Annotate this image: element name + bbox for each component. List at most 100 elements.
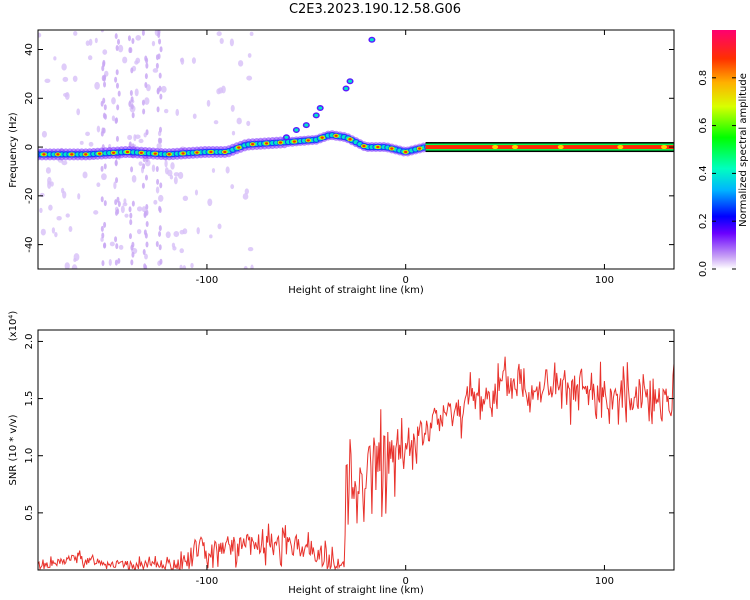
spectrogram-speckle xyxy=(56,215,62,221)
spectrogram-streak xyxy=(143,263,147,269)
spectrogram-speckle xyxy=(85,40,90,46)
spectrogram-speckle xyxy=(225,166,230,174)
spectrogram-ytick-label: 20 xyxy=(24,92,35,105)
spectrogram-streak xyxy=(158,244,162,251)
spectrogram-xlabel: Height of straight line (km) xyxy=(288,285,424,296)
spectrogram-speckle xyxy=(113,181,117,190)
spectrogram-speckle xyxy=(179,248,184,254)
spectrogram-peak xyxy=(181,152,185,155)
spectrogram-speckle xyxy=(62,76,69,82)
spectrogram-streak xyxy=(142,163,146,170)
colorbar-tick-label: 0.8 xyxy=(698,70,709,86)
spectrogram-speckle xyxy=(134,88,139,97)
colorbar-tick-label: 0.2 xyxy=(698,213,709,229)
spectrogram-streak xyxy=(103,242,107,249)
spectrogram-speckle xyxy=(156,143,162,149)
snr-xtick-label: -100 xyxy=(196,576,219,587)
spectrogram-speckle xyxy=(169,174,174,180)
spectrogram-streak xyxy=(100,130,104,137)
spectrogram-peak xyxy=(306,139,310,142)
spectrogram-streak xyxy=(141,30,145,36)
spectrogram-speckle xyxy=(165,231,171,239)
spectrogram-speckle xyxy=(141,206,147,213)
spectrogram-speckle xyxy=(71,264,78,269)
spectrogram-streak xyxy=(103,163,107,170)
spectrogram-ticks: -100 0 100 40 20 0 -20 -40 xyxy=(24,30,674,286)
spectrogram-speckle xyxy=(111,115,116,122)
spectrogram-streak xyxy=(115,82,119,89)
spectrogram-speckle xyxy=(247,53,252,58)
spectrogram-streak xyxy=(143,229,147,236)
spectrogram-speckle xyxy=(96,182,101,188)
spectrogram-peak xyxy=(292,140,296,143)
spectrogram-ytick-label: 40 xyxy=(24,43,35,56)
spectrogram-streak xyxy=(129,212,133,219)
spectrogram-speckle xyxy=(136,228,142,235)
spectrogram-speckle xyxy=(238,60,244,67)
spectrogram-branch-core xyxy=(284,135,289,139)
spectrogram-streak xyxy=(100,196,104,203)
spectrogram-speckle xyxy=(38,32,42,38)
spectrogram-speckle xyxy=(45,167,51,174)
spectrogram-peak xyxy=(209,150,213,154)
colorbar-gradient xyxy=(712,30,736,269)
spectrogram-streak xyxy=(103,81,107,88)
spectrogram-speckle xyxy=(87,55,93,61)
spectrogram-speckle xyxy=(151,40,156,47)
spectrogram-streak xyxy=(159,46,163,53)
spectrogram-streak xyxy=(117,257,121,264)
spectrogram-streak xyxy=(128,233,132,240)
snr-ytick-label: 1.5 xyxy=(24,391,35,407)
spectrogram-speckle xyxy=(236,117,242,125)
spectrogram-speckle xyxy=(72,75,78,82)
spectrogram-speckle xyxy=(109,241,115,247)
spectrogram-speckle xyxy=(44,78,51,84)
spectrogram-streak xyxy=(131,112,135,119)
spectrogram-speckle xyxy=(158,194,164,202)
spectrogram-peak xyxy=(334,134,338,137)
spectrogram-speckle xyxy=(48,204,53,211)
spectrogram-streak xyxy=(142,248,146,255)
spectrogram-streak xyxy=(129,47,133,54)
spectrogram-speckle xyxy=(173,230,180,238)
spectrogram-peak xyxy=(84,153,88,156)
spectrogram-peak xyxy=(223,150,227,154)
spectrogram-streak xyxy=(117,38,121,45)
colorbar-tick-label: 0.0 xyxy=(698,261,709,277)
spectrogram-speckle xyxy=(61,63,67,71)
spectrogram-streak xyxy=(130,259,134,266)
spectrogram-streak xyxy=(129,89,133,96)
spectrogram-speckle xyxy=(144,253,148,260)
spectrogram-speckle xyxy=(167,169,173,177)
spectrogram-streak xyxy=(116,104,120,111)
spectrogram-streak xyxy=(101,75,105,82)
spectrogram-speckle xyxy=(93,210,99,215)
colorbar-label: Normalized spectral amplitude xyxy=(738,73,749,227)
spectrogram-peak xyxy=(70,153,74,156)
spectrogram-speckle xyxy=(209,234,213,239)
spectrogram-streak xyxy=(101,260,105,267)
spectrogram-speckle xyxy=(122,202,128,207)
spectrogram-speckle xyxy=(77,193,81,200)
colorbar-tick-label: 0.4 xyxy=(698,165,709,181)
spectrogram-streak xyxy=(156,88,160,95)
snr-ytick-label: 1.0 xyxy=(24,448,35,464)
spectrogram-speckle xyxy=(155,186,160,194)
spectrogram-streak xyxy=(117,90,121,97)
spectrogram-speckle xyxy=(111,97,116,105)
spectrogram-speckle xyxy=(101,173,107,181)
spectrogram-streak xyxy=(114,117,118,124)
spectrogram-band-knot xyxy=(661,145,668,150)
spectrogram-speckle xyxy=(124,213,129,218)
spectrogram-peak xyxy=(320,136,324,139)
spectrogram-streak xyxy=(158,38,162,45)
spectrogram-speckle xyxy=(85,131,90,137)
spectrogram-speckle xyxy=(250,264,254,269)
spectrogram-ylabel: Frequency (Hz) xyxy=(8,112,19,188)
spectrogram-streak xyxy=(141,182,145,189)
spectrogram-peak xyxy=(98,152,102,155)
spectrogram-streak xyxy=(130,103,134,110)
spectrogram-speckle xyxy=(230,184,235,190)
snr-ytick-label: 0.5 xyxy=(24,505,35,521)
spectrogram-speckle xyxy=(131,175,137,183)
